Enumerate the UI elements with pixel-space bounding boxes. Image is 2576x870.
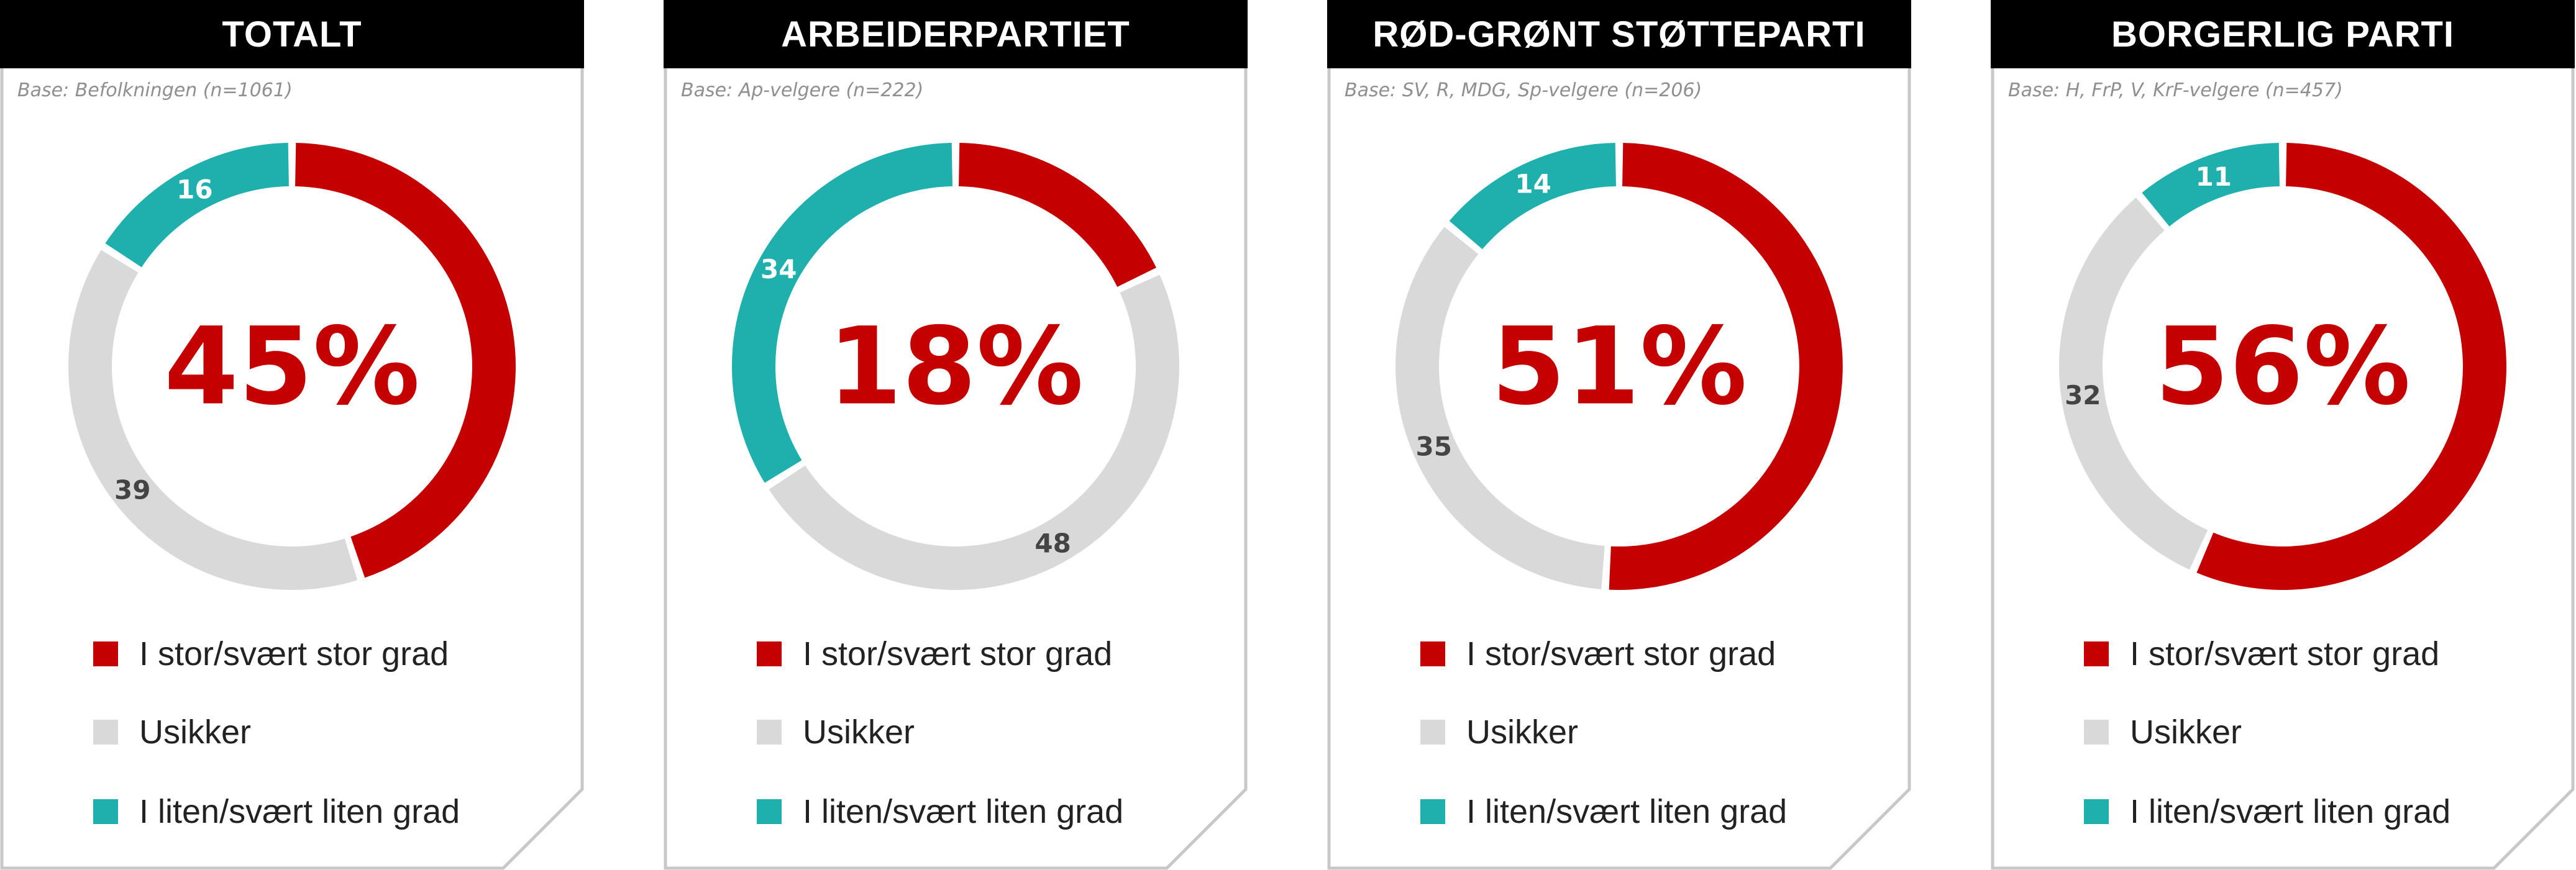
donut-segment-stor [1609, 143, 1843, 590]
legend-item-stor: I stor/svært stor grad [1420, 635, 1776, 673]
legend-swatch [2084, 799, 2109, 824]
segment-value-label: 39 [114, 475, 150, 505]
legend-item-stor: I stor/svært stor grad [757, 635, 1112, 673]
donut-segment-usikker [2058, 197, 2208, 570]
legend-item-stor: I stor/svært stor grad [93, 635, 449, 673]
legend-swatch [1420, 799, 1445, 824]
donut-segment-usikker [769, 274, 1179, 590]
legend-label: I liten/svært liten grad [1466, 793, 1788, 830]
legend-label: Usikker [803, 714, 915, 751]
donut-segment-usikker [68, 250, 358, 590]
chart-panel: BORGERLIG PARTI Base: H, FrP, V, KrF-velg… [1991, 0, 2575, 870]
legend-label: I stor/svært stor grad [803, 635, 1113, 673]
legend-label: I stor/svært stor grad [1466, 635, 1776, 673]
chart-panel: RØD-GRØNT STØTTEPARTI Base: SV, R, MDG, S… [1327, 0, 1911, 870]
legend-item-liten: I liten/svært liten grad [93, 792, 460, 831]
legend-label: Usikker [2130, 714, 2242, 751]
donut-segment-stor [959, 143, 1157, 287]
donut-segment-liten [2142, 143, 2280, 227]
donut-segment-stor [2196, 143, 2506, 590]
donut-chart: 35 14 51% [1395, 143, 1843, 590]
legend-label: Usikker [139, 714, 252, 751]
legend-swatch [93, 641, 118, 666]
panel-title: BORGERLIG PARTI [2111, 14, 2455, 55]
donut-chart: 48 34 18% [731, 143, 1179, 590]
center-percentage: 51% [1491, 304, 1747, 429]
donut-chart: 32 11 56% [2058, 143, 2506, 590]
center-percentage: 18% [828, 304, 1084, 429]
panel-title-bar: TOTALT [0, 0, 584, 68]
segment-value-label: 11 [2196, 161, 2232, 192]
donut-segment-usikker [1395, 227, 1605, 589]
panel-base-note: Base: SV, R, MDG, Sp-velgere (n=206) [1345, 79, 1702, 101]
legend-swatch [2084, 720, 2109, 745]
legend-item-stor: I stor/svært stor grad [2084, 635, 2439, 673]
segment-value-label: 16 [176, 174, 212, 205]
donut-segment-liten [1449, 143, 1616, 250]
legend-swatch [93, 799, 118, 824]
panel-title: TOTALT [222, 14, 362, 55]
segment-value-label: 14 [1515, 168, 1551, 199]
panel-title-bar: RØD-GRØNT STØTTEPARTI [1327, 0, 1911, 68]
legend-item-usikker: Usikker [2084, 713, 2242, 751]
legend-item-usikker: Usikker [93, 713, 251, 751]
panel-title-bar: ARBEIDERPARTIET [664, 0, 1248, 68]
center-percentage: 56% [2155, 304, 2411, 429]
legend-swatch [757, 720, 782, 745]
legend-item-usikker: Usikker [1420, 713, 1578, 751]
legend-swatch [2084, 641, 2109, 666]
legend-swatch [1420, 720, 1445, 745]
legend-swatch [93, 720, 118, 745]
panel-title: ARBEIDERPARTIET [781, 14, 1130, 55]
legend-label: Usikker [1466, 714, 1579, 751]
donut-segment-liten [105, 143, 289, 268]
segment-value-label: 35 [1415, 432, 1451, 462]
legend-swatch [757, 799, 782, 824]
donut-chart: 39 16 45% [68, 143, 516, 590]
legend-label: I liten/svært liten grad [803, 793, 1124, 830]
legend-label: I liten/svært liten grad [139, 793, 460, 830]
panel-title: RØD-GRØNT STØTTEPARTI [1372, 14, 1866, 55]
segment-value-label: 34 [760, 254, 797, 284]
legend-item-usikker: Usikker [757, 713, 915, 751]
panel-base-note: Base: H, FrP, V, KrF-velgere (n=457) [2008, 79, 2343, 101]
panel-title-bar: BORGERLIG PARTI [1991, 0, 2575, 68]
donut-segment-liten [731, 143, 952, 483]
legend-label: I stor/svært stor grad [139, 635, 449, 673]
center-percentage: 45% [164, 304, 420, 429]
panel-base-note: Base: Ap-velgere (n=222) [681, 79, 924, 101]
segment-value-label: 48 [1035, 528, 1071, 558]
chart-panel: ARBEIDERPARTIET Base: Ap-velgere (n=222) 4… [664, 0, 1248, 870]
segment-value-label: 32 [2065, 380, 2101, 410]
chart-panel: TOTALT Base: Befolkningen (n=1061) 39 16 45%… [0, 0, 584, 870]
legend-swatch [757, 641, 782, 666]
legend-label: I liten/svært liten grad [2130, 793, 2451, 830]
legend-label: I stor/svært stor grad [2130, 635, 2440, 673]
panel-base-note: Base: Befolkningen (n=1061) [17, 79, 293, 101]
legend-swatch [1420, 641, 1445, 666]
legend-item-liten: I liten/svært liten grad [2084, 792, 2450, 831]
legend-item-liten: I liten/svært liten grad [1420, 792, 1787, 831]
donut-segment-stor [295, 143, 516, 578]
legend-item-liten: I liten/svært liten grad [757, 792, 1123, 831]
